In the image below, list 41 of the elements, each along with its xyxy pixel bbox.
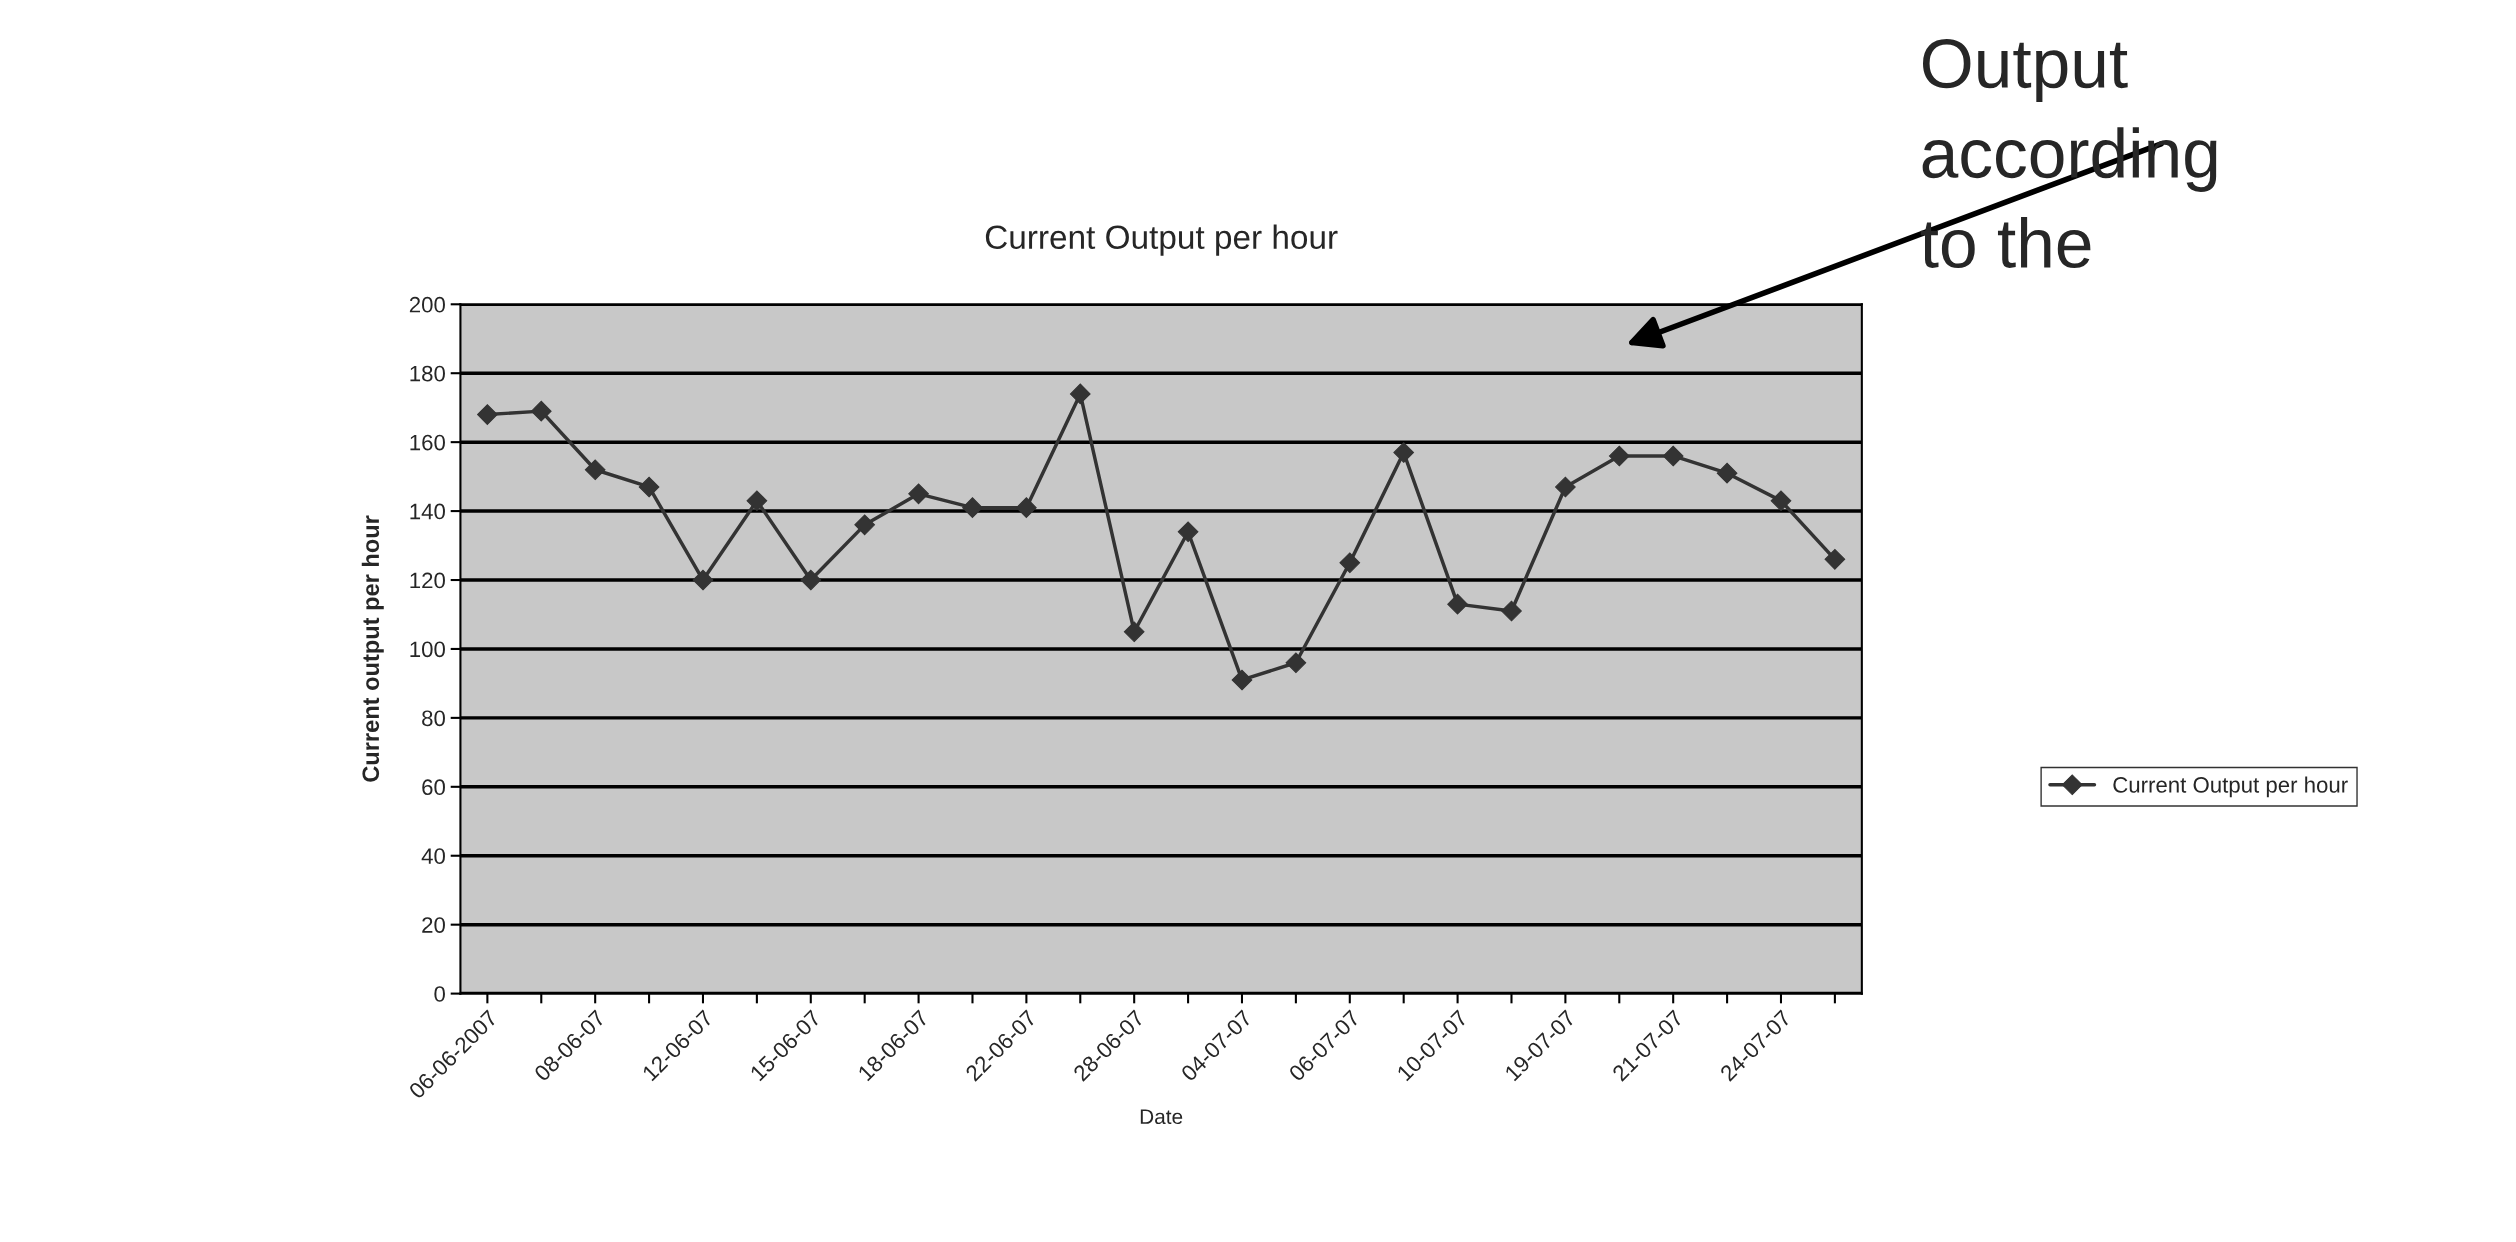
point <box>1447 593 1468 615</box>
y-tick-label: 120 <box>410 572 445 589</box>
point <box>1177 521 1199 543</box>
chart-title: Current Output per hour <box>985 224 1338 256</box>
y-tick-label: 140 <box>410 503 445 520</box>
x-axis-title: Date <box>1140 1109 1183 1125</box>
legend-label: Current Output per hour <box>2113 776 2348 798</box>
point <box>692 569 714 591</box>
point <box>1608 445 1630 467</box>
point <box>1555 476 1576 498</box>
point <box>530 400 552 422</box>
y-axis-title: Current output per hour <box>361 515 384 782</box>
point <box>1501 600 1522 622</box>
point <box>1231 669 1253 691</box>
point <box>1123 621 1145 643</box>
point <box>1770 490 1792 512</box>
y-tick-label: 20 <box>422 917 445 933</box>
point <box>1393 442 1415 463</box>
y-tick-label: 80 <box>422 710 445 727</box>
point <box>1016 497 1037 518</box>
y-tick-label: 180 <box>410 365 445 382</box>
point <box>1069 383 1091 405</box>
point <box>477 404 498 425</box>
y-tick-label: 100 <box>410 641 445 658</box>
point <box>800 569 822 591</box>
y-tick-label: 40 <box>421 848 445 865</box>
y-tick-label: 200 <box>409 296 445 313</box>
point <box>1716 462 1738 484</box>
y-tick-label: 60 <box>422 779 445 796</box>
point <box>908 483 929 505</box>
point <box>1285 652 1307 674</box>
y-tick-label: 0 <box>434 986 445 1002</box>
y-tick-label: 160 <box>410 434 445 451</box>
point <box>962 497 983 518</box>
point <box>1824 548 1846 570</box>
point <box>1339 552 1361 574</box>
point <box>638 476 660 498</box>
point <box>854 514 876 536</box>
point <box>746 490 768 512</box>
point <box>584 459 606 481</box>
point <box>1662 445 1684 467</box>
